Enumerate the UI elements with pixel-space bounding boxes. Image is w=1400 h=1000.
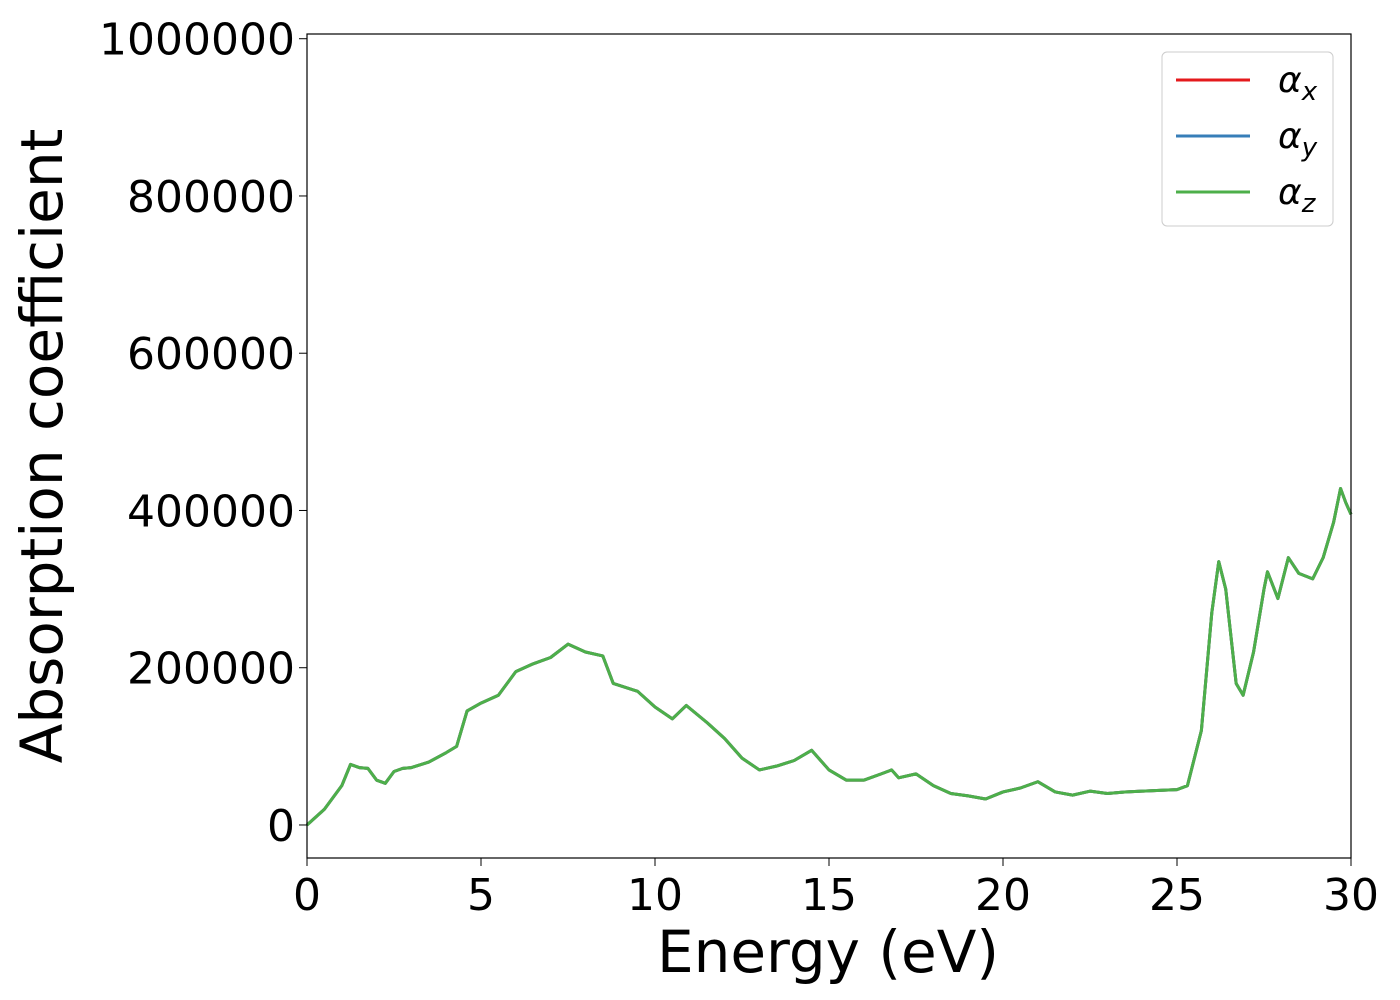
series-line (305, 486, 1353, 827)
y-tick-label: 800000 (127, 172, 295, 223)
x-axis-label: Energy (eV) (657, 918, 999, 986)
legend-label: αx (1278, 60, 1318, 107)
x-tick-label: 20 (975, 870, 1031, 921)
x-tick-label: 30 (1323, 870, 1379, 921)
y-tick-label: 200000 (127, 644, 295, 695)
legend-label: αz (1278, 172, 1317, 219)
legend-label: αy (1278, 116, 1318, 163)
legend-box (1161, 51, 1334, 227)
x-tick-label: 15 (801, 870, 857, 921)
plot-frame (306, 33, 1352, 859)
y-axis-label: Absorption coefficient (8, 129, 76, 764)
y-tick-label: 0 (267, 801, 295, 852)
x-tick-label: 5 (467, 870, 495, 921)
y-tick-label: 600000 (127, 329, 295, 380)
series-line (305, 486, 1353, 827)
y-tick-label: 400000 (127, 486, 295, 537)
y-tick-label: 1000000 (99, 15, 295, 66)
x-tick-label: 0 (293, 870, 321, 921)
series-line (305, 486, 1353, 827)
x-tick-label: 25 (1149, 870, 1205, 921)
x-tick-label: 10 (627, 870, 683, 921)
